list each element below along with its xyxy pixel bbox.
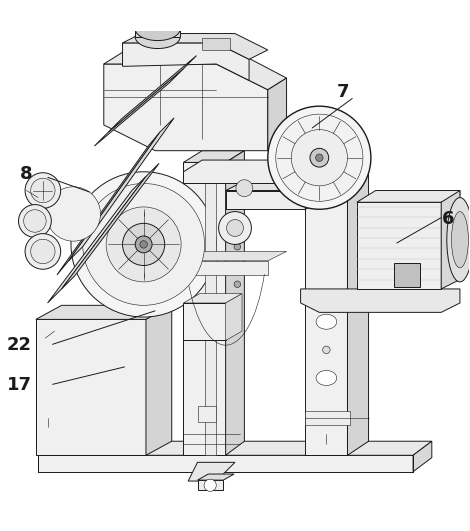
Text: 17: 17 xyxy=(7,376,32,394)
Ellipse shape xyxy=(135,17,180,40)
Ellipse shape xyxy=(227,220,243,236)
Ellipse shape xyxy=(292,177,309,194)
Ellipse shape xyxy=(46,187,101,241)
Ellipse shape xyxy=(31,239,55,263)
Ellipse shape xyxy=(234,262,241,269)
Polygon shape xyxy=(62,164,159,289)
Ellipse shape xyxy=(204,479,216,491)
Polygon shape xyxy=(135,29,180,37)
Ellipse shape xyxy=(135,25,180,48)
Ellipse shape xyxy=(452,212,469,268)
Polygon shape xyxy=(357,191,460,202)
Polygon shape xyxy=(226,151,244,455)
Polygon shape xyxy=(306,181,324,209)
Ellipse shape xyxy=(234,299,241,306)
Polygon shape xyxy=(268,78,287,151)
Ellipse shape xyxy=(25,173,61,208)
Polygon shape xyxy=(94,68,183,146)
Polygon shape xyxy=(36,305,172,319)
Polygon shape xyxy=(183,151,244,162)
Polygon shape xyxy=(357,202,441,289)
Polygon shape xyxy=(306,169,368,181)
Ellipse shape xyxy=(234,319,241,325)
Polygon shape xyxy=(123,33,268,59)
Polygon shape xyxy=(104,52,287,90)
Polygon shape xyxy=(347,169,368,455)
Polygon shape xyxy=(441,191,460,289)
Ellipse shape xyxy=(140,241,148,248)
Ellipse shape xyxy=(219,212,251,244)
Polygon shape xyxy=(204,181,216,455)
Ellipse shape xyxy=(316,371,337,386)
Polygon shape xyxy=(104,64,268,151)
Ellipse shape xyxy=(322,346,330,354)
Ellipse shape xyxy=(18,204,51,237)
Ellipse shape xyxy=(234,244,241,250)
Ellipse shape xyxy=(291,130,347,186)
Ellipse shape xyxy=(315,154,323,161)
Polygon shape xyxy=(188,463,235,481)
Text: 22: 22 xyxy=(7,336,32,354)
Ellipse shape xyxy=(106,207,181,282)
Polygon shape xyxy=(123,43,249,80)
Polygon shape xyxy=(183,160,329,184)
Polygon shape xyxy=(202,38,230,50)
Ellipse shape xyxy=(71,172,216,317)
Polygon shape xyxy=(413,441,432,472)
Polygon shape xyxy=(47,176,146,303)
Polygon shape xyxy=(198,406,216,423)
Text: 6: 6 xyxy=(442,210,454,228)
Polygon shape xyxy=(183,303,226,340)
Ellipse shape xyxy=(83,184,204,305)
Polygon shape xyxy=(301,289,460,312)
Ellipse shape xyxy=(316,314,337,329)
Polygon shape xyxy=(306,411,350,425)
Polygon shape xyxy=(226,294,242,340)
Polygon shape xyxy=(146,252,287,261)
Ellipse shape xyxy=(236,180,253,196)
Ellipse shape xyxy=(234,281,241,287)
Ellipse shape xyxy=(268,106,371,209)
Polygon shape xyxy=(38,455,413,472)
Ellipse shape xyxy=(31,178,55,203)
Polygon shape xyxy=(197,480,223,491)
Ellipse shape xyxy=(135,236,152,253)
Ellipse shape xyxy=(447,198,470,282)
Polygon shape xyxy=(306,181,347,455)
Ellipse shape xyxy=(310,148,329,167)
Polygon shape xyxy=(226,191,306,209)
Polygon shape xyxy=(109,56,196,132)
Polygon shape xyxy=(183,162,226,455)
Text: 7: 7 xyxy=(337,83,349,101)
Ellipse shape xyxy=(25,234,61,269)
Polygon shape xyxy=(146,305,172,455)
Ellipse shape xyxy=(24,210,46,232)
Text: 8: 8 xyxy=(20,165,33,183)
Polygon shape xyxy=(183,294,242,303)
Ellipse shape xyxy=(123,224,164,266)
Polygon shape xyxy=(57,132,160,275)
Polygon shape xyxy=(146,261,268,275)
Polygon shape xyxy=(394,263,420,287)
Polygon shape xyxy=(36,319,146,455)
Polygon shape xyxy=(226,181,324,191)
Polygon shape xyxy=(38,441,432,455)
Polygon shape xyxy=(197,474,234,480)
Ellipse shape xyxy=(276,114,363,201)
Polygon shape xyxy=(69,118,174,261)
